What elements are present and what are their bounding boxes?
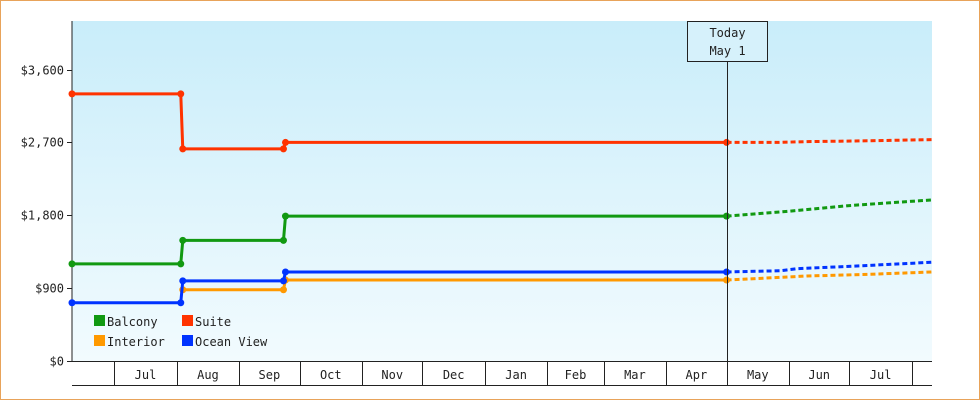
- data-point: [723, 268, 731, 276]
- data-point: [177, 90, 185, 98]
- month-label: Nov: [381, 368, 403, 382]
- today-label: Today: [709, 26, 745, 40]
- month-label: Dec: [443, 368, 465, 382]
- data-point: [723, 138, 731, 146]
- month-label: Jan: [505, 368, 527, 382]
- month-label: May: [747, 368, 769, 382]
- y-tick-label: $900: [35, 282, 64, 296]
- y-tick-label: $1,800: [21, 209, 64, 223]
- legend-swatch: [94, 335, 105, 346]
- month-label: Jul: [870, 368, 892, 382]
- month-label: Apr: [686, 368, 708, 382]
- data-point: [68, 260, 76, 268]
- month-label: Jul: [135, 368, 157, 382]
- legend-label: Suite: [195, 315, 231, 329]
- legend: Balcony Suite Interior Ocean View: [94, 315, 268, 349]
- y-tick-label: $0: [50, 355, 64, 369]
- today-box: [687, 21, 768, 62]
- data-point: [179, 236, 187, 244]
- month-label: Mar: [624, 368, 646, 382]
- today-marker: Today May 1: [687, 21, 768, 385]
- data-point: [68, 90, 76, 98]
- series-line: [182, 278, 727, 292]
- data-point: [68, 299, 76, 307]
- month-label: Feb: [565, 368, 587, 382]
- month-label: Aug: [197, 368, 219, 382]
- today-date-label: May 1: [709, 44, 745, 58]
- x-axis: Jul Aug Sep Oct Nov Dec Jan Feb Mar Apr May Jun Jul: [72, 361, 932, 386]
- y-axis: $0 $900 $1,800 $2,700 $3,600: [21, 21, 73, 369]
- data-point: [279, 145, 287, 153]
- legend-swatch: [94, 315, 105, 326]
- series-forecast-line: [726, 198, 933, 218]
- legend-label: Ocean View: [195, 335, 268, 349]
- series-forecast-line: [726, 260, 933, 274]
- data-point: [177, 260, 185, 268]
- data-point: [279, 286, 287, 294]
- legend-swatch: [182, 335, 193, 346]
- data-point: [279, 277, 287, 285]
- month-label: Oct: [320, 368, 342, 382]
- month-label: Sep: [259, 368, 281, 382]
- data-point: [281, 138, 289, 146]
- series-forecast-line: [726, 138, 933, 144]
- series-line: [72, 214, 727, 266]
- series-layer: [68, 90, 933, 307]
- series-line: [72, 270, 727, 305]
- data-point: [179, 145, 187, 153]
- series-forecast-line: [726, 270, 933, 282]
- data-point: [281, 212, 289, 220]
- data-point: [723, 276, 731, 284]
- plot-background: [72, 21, 932, 361]
- data-point: [177, 299, 185, 307]
- month-label: Jun: [808, 368, 830, 382]
- data-point: [723, 212, 731, 220]
- data-point: [281, 268, 289, 276]
- legend-swatch: [182, 315, 193, 326]
- y-tick-label: $3,600: [21, 64, 64, 78]
- legend-label: Balcony: [107, 315, 158, 329]
- y-tick-label: $2,700: [21, 136, 64, 150]
- series-line: [72, 92, 727, 151]
- data-point: [279, 236, 287, 244]
- legend-label: Interior: [107, 335, 165, 349]
- data-point: [179, 277, 187, 285]
